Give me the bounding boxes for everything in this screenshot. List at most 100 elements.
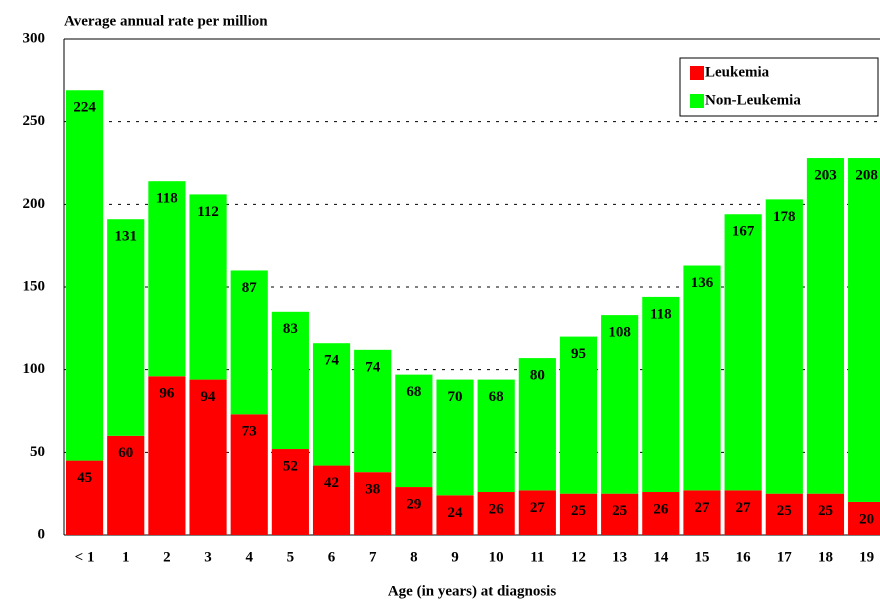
- bar-segment: [642, 296, 680, 493]
- bar-segment: [148, 181, 186, 377]
- bar-segment: [765, 493, 803, 535]
- bar-segment: [559, 336, 598, 494]
- bar-segment: [477, 492, 515, 535]
- value-label: 74: [365, 359, 381, 375]
- x-tick-label: 19: [859, 549, 874, 565]
- value-label: 83: [283, 321, 298, 337]
- value-label: 29: [406, 496, 421, 512]
- bar-segment: [436, 379, 474, 496]
- bar-segment: [271, 449, 309, 535]
- bar-segment: [848, 158, 880, 502]
- bar-segment: [312, 343, 351, 466]
- x-tick-label: < 1: [75, 549, 95, 565]
- value-label: 38: [365, 482, 380, 498]
- x-tick-label: 6: [328, 549, 336, 565]
- x-tick-label: 16: [736, 549, 752, 565]
- value-label: 26: [489, 501, 505, 517]
- legend-box: [679, 57, 879, 117]
- x-axis-title: Age (in years) at diagnosis: [388, 583, 556, 599]
- legend-label: Leukemia: [705, 64, 770, 80]
- value-label: 96: [159, 386, 175, 402]
- y-tick-label: 250: [23, 113, 46, 129]
- bar-segment: [312, 465, 351, 535]
- value-label: 52: [283, 458, 298, 474]
- bar-segment: [354, 472, 392, 535]
- value-label: 25: [777, 503, 792, 519]
- bar-segment: [848, 501, 880, 535]
- chart-title: Average annual rate per million: [64, 13, 268, 29]
- x-tick-label: 7: [369, 549, 377, 565]
- bar-segment: [806, 158, 845, 494]
- bar-segment: [601, 315, 639, 494]
- value-label: 112: [197, 204, 219, 220]
- bar-segment: [230, 414, 268, 535]
- value-label: 27: [736, 500, 752, 516]
- value-label: 45: [77, 470, 92, 486]
- value-label: 95: [571, 346, 586, 362]
- bar-segment: [683, 265, 721, 491]
- bar-segment: [148, 376, 186, 535]
- value-label: 208: [855, 167, 878, 183]
- value-label: 167: [732, 224, 755, 240]
- x-tick-label: 13: [612, 549, 627, 565]
- x-tick-label: 12: [571, 549, 586, 565]
- y-tick-label: 300: [23, 30, 46, 46]
- bar-segment: [395, 487, 433, 535]
- x-tick-label: 2: [163, 549, 171, 565]
- value-label: 25: [612, 503, 627, 519]
- bar-segment: [477, 379, 515, 493]
- bar-segment: [230, 270, 268, 415]
- value-label: 74: [324, 353, 340, 369]
- x-tick-label: 3: [204, 549, 212, 565]
- x-tick-label: 1: [122, 549, 130, 565]
- value-label: 94: [201, 389, 217, 405]
- y-tick-label: 50: [30, 444, 45, 460]
- y-tick-label: 200: [23, 196, 46, 212]
- bar-segment: [518, 490, 556, 535]
- legend-swatch: [690, 94, 704, 108]
- x-tick-label: 9: [451, 549, 459, 565]
- value-label: 68: [406, 384, 421, 400]
- value-label: 20: [859, 511, 874, 527]
- bar-segment: [724, 214, 762, 491]
- value-label: 68: [489, 389, 504, 405]
- bar-segment: [107, 219, 145, 436]
- x-tick-label: 10: [489, 549, 504, 565]
- value-label: 42: [324, 475, 339, 491]
- y-tick-label: 100: [23, 361, 46, 377]
- bar-segment: [66, 460, 104, 535]
- legend-swatch: [690, 66, 704, 80]
- value-label: 108: [608, 325, 631, 341]
- value-label: 25: [818, 503, 833, 519]
- value-label: 203: [814, 167, 837, 183]
- value-label: 118: [650, 306, 672, 322]
- value-label: 131: [114, 229, 137, 245]
- value-label: 24: [448, 505, 464, 521]
- bar-segment: [683, 490, 721, 535]
- bar-segment: [765, 199, 803, 494]
- value-label: 27: [530, 500, 546, 516]
- bar-segment: [436, 495, 474, 535]
- x-tick-label: 14: [653, 549, 669, 565]
- bar-segment: [806, 493, 845, 535]
- bar-segment: [395, 374, 433, 488]
- value-label: 118: [156, 191, 178, 207]
- value-label: 70: [448, 389, 463, 405]
- value-label: 25: [571, 503, 586, 519]
- value-label: 73: [242, 424, 257, 440]
- value-label: 87: [242, 280, 258, 296]
- value-label: 178: [773, 209, 796, 225]
- x-tick-label: 5: [287, 549, 295, 565]
- value-label: 60: [118, 445, 133, 461]
- bar-segment: [189, 379, 227, 535]
- bar-segment: [642, 492, 680, 535]
- value-label: 136: [691, 275, 714, 291]
- value-label: 224: [73, 100, 96, 116]
- value-label: 27: [694, 500, 710, 516]
- bar-segment: [354, 349, 392, 473]
- bar-segment: [66, 90, 104, 461]
- bar-segment: [559, 493, 598, 535]
- y-tick-label: 0: [38, 526, 46, 542]
- bar-segment: [724, 490, 762, 535]
